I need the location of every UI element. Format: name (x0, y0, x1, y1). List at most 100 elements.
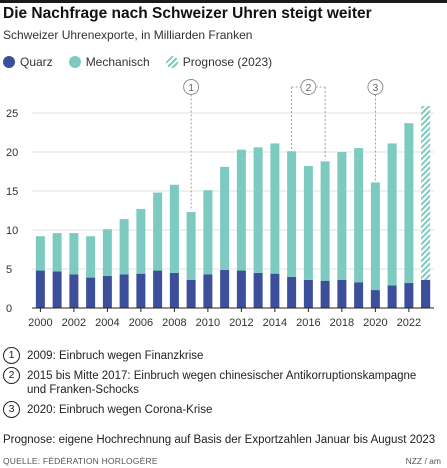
y-tick-label-0: 0 (6, 303, 12, 315)
footnote-1-text: 2009: Einbruch wegen Finanzkrise (27, 350, 204, 362)
annotation-2-label: 2 (305, 82, 311, 94)
annotation-markers: 1 2 3 (183, 79, 384, 211)
bar-mechanisch-2007 (153, 192, 163, 271)
annotation-2-circle (300, 79, 317, 95)
annotation-1-label: 1 (188, 82, 194, 94)
legend: Quarz Mechanisch Prognose (2023) (3, 54, 288, 70)
footnote-2: 2 2015 bis Mitte 2017: Einbruch wegen ch… (3, 367, 437, 397)
x-tick-label-2004: 2004 (95, 317, 119, 329)
bar-mechanisch-2009 (186, 212, 196, 280)
bar-mechanisch-2000 (35, 236, 45, 271)
bar-mechanisch-2016 (303, 166, 313, 280)
bar-quarz-2010 (203, 274, 213, 308)
x-tick-label-2022: 2022 (397, 317, 421, 329)
footnote-3: 3 2020: Einbruch wegen Corona-Krise (3, 401, 437, 418)
bar-mechanisch-2001 (52, 233, 62, 272)
legend-item-mechanisch: Mechanisch (68, 55, 150, 69)
bar-quarz-2000 (35, 270, 45, 308)
x-tick-label-2014: 2014 (263, 317, 287, 329)
bar-mechanisch-2005 (119, 219, 129, 275)
legend-label-prognose: Prognose (2023) (182, 55, 273, 69)
annotation-3-circle (367, 79, 384, 95)
bar-quarz-2004 (102, 276, 112, 308)
bar-mechanisch-2023 (421, 105, 431, 280)
footnotes: 1 2009: Einbruch wegen Finanzkrise 2 201… (3, 347, 437, 423)
bar-quarz-2016 (303, 279, 313, 308)
x-tick-label-2000: 2000 (28, 317, 52, 329)
axes: 0 5 10 15 20 25 2000 2002 2004 2006 2008 2010 2012 20… (6, 108, 434, 329)
x-tick-label-2006: 2006 (129, 317, 153, 329)
footnote-2-text: 2015 bis Mitte 2017: Einbruch wegen chin… (27, 370, 417, 396)
legend-item-prognose: Prognose (2023) (165, 55, 273, 69)
annotation-1-circle (183, 79, 200, 95)
bar-mechanisch-2002 (69, 233, 79, 275)
footnote-3-text: 2020: Einbruch wegen Corona-Krise (27, 404, 213, 416)
chart-title: Die Nachfrage nach Schweizer Uhren steig… (3, 5, 372, 22)
footnote-2-number: 2 (3, 367, 20, 384)
x-tick-label-2016: 2016 (296, 317, 320, 329)
bar-quarz-2015 (287, 276, 297, 308)
source-label: QUELLE: FÉDÉRATION HORLOGÈRE (3, 456, 158, 466)
legend-item-quarz: Quarz (3, 55, 53, 69)
bar-mechanisch-2003 (86, 236, 96, 278)
x-tick-label-2002: 2002 (62, 317, 86, 329)
bar-mechanisch-2008 (169, 184, 179, 273)
x-tick-label-2010: 2010 (196, 317, 220, 329)
bar-mechanisch-2010 (203, 190, 213, 275)
bar-quarz-2001 (52, 271, 62, 308)
bar-mechanisch-2012 (236, 149, 246, 271)
footnote-1: 1 2009: Einbruch wegen Finanzkrise (3, 347, 437, 364)
bar-mechanisch-2017 (320, 161, 330, 281)
bar-quarz-2002 (69, 274, 79, 308)
bar-mechanisch-2015 (287, 151, 297, 277)
bar-quarz-2013 (253, 272, 263, 308)
bar-quarz-2021 (387, 285, 397, 308)
legend-label-quarz: Quarz (20, 55, 53, 69)
annotation-3-label: 3 (372, 82, 378, 94)
bar-quarz-2006 (136, 273, 146, 308)
x-tick-label-2020: 2020 (363, 317, 387, 329)
bar-mechanisch-2011 (220, 166, 230, 270)
bar-quarz-2008 (169, 272, 179, 308)
grid-lines (32, 112, 434, 270)
y-tick-label-25: 25 (6, 108, 18, 120)
bar-quarz-2022 (404, 283, 414, 308)
bar-quarz-2019 (354, 282, 364, 308)
bar-quarz-2009 (186, 279, 196, 308)
y-tick-label-15: 15 (6, 186, 18, 198)
bar-quarz-2003 (86, 277, 96, 308)
bar-quarz-2012 (236, 270, 246, 308)
legend-label-mechanisch: Mechanisch (85, 55, 150, 69)
y-tick-label-10: 10 (6, 225, 18, 237)
bar-quarz-2011 (220, 269, 230, 308)
bar-quarz-2017 (320, 280, 330, 308)
chart-subtitle: Schweizer Uhrenexporte, in Milliarden Fr… (3, 28, 253, 42)
bar-mechanisch-2018 (337, 152, 347, 280)
legend-swatch-mechanisch (68, 56, 81, 68)
bars (35, 105, 431, 308)
bar-mechanisch-2022 (404, 123, 414, 284)
bar-quarz-2020 (370, 290, 380, 308)
x-tick-label-2012: 2012 (229, 317, 253, 329)
y-tick-label-20: 20 (6, 147, 18, 159)
footnote-1-number: 1 (3, 347, 20, 364)
legend-swatch-quarz (3, 56, 15, 68)
bar-mechanisch-2006 (136, 208, 146, 274)
bar-quarz-2007 (153, 270, 163, 308)
bar-mechanisch-2004 (102, 229, 112, 277)
x-tick-label-2008: 2008 (162, 317, 186, 329)
bar-mechanisch-2014 (270, 143, 280, 274)
bar-quarz-2014 (270, 273, 280, 308)
legend-swatch-prognose (165, 56, 178, 68)
x-tick-label-2018: 2018 (330, 317, 354, 329)
bar-quarz-2018 (337, 279, 347, 308)
forecast-note: Prognose: eigene Hochrechnung auf Basis … (3, 434, 436, 446)
y-tick-label-5: 5 (6, 264, 12, 276)
bar-mechanisch-2020 (370, 182, 380, 291)
bar-quarz-forecast-overlay-2023 (421, 279, 431, 308)
footnote-3-number: 3 (3, 401, 20, 418)
bar-quarz-2005 (119, 274, 129, 308)
stacked-bar-chart: 1 2 3 0 5 10 15 20 25 2000 2002 2004 2006 2008 2010 20… (6, 79, 434, 329)
bar-mechanisch-2021 (387, 143, 397, 286)
bar-mechanisch-2013 (253, 147, 263, 273)
